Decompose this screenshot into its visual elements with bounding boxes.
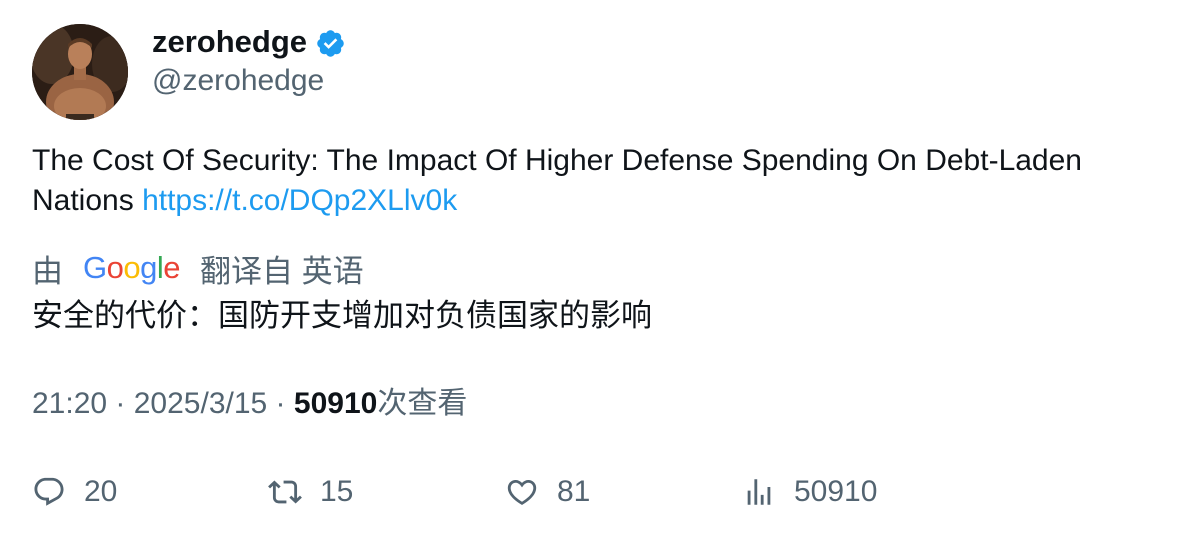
tweet-time[interactable]: 21:20 <box>32 387 108 420</box>
translation-source-label[interactable]: 翻译自 英语 <box>200 253 364 289</box>
reply-count: 20 <box>84 475 118 508</box>
tweet-meta: 21:20 · 2025/3/15 · 50910 次查看 <box>32 382 467 426</box>
tweet-body: The Cost Of Security: The Impact Of High… <box>32 144 1082 217</box>
views-label: 次查看 <box>377 387 468 420</box>
author-name-row[interactable]: zerohedge <box>152 22 346 62</box>
author-handle[interactable]: @zerohedge <box>152 64 325 97</box>
tweet-text: The Cost Of Security: The Impact Of High… <box>32 141 1172 221</box>
avatar-photo-icon <box>32 24 128 120</box>
analytics-icon <box>747 479 771 505</box>
like-count: 81 <box>557 475 591 508</box>
meta-separator: · <box>267 387 294 420</box>
tweet-link[interactable]: https://t.co/DQp2XLlv0k <box>142 184 458 217</box>
translated-text: 安全的代价：国防开支增加对负债国家的影响 <box>32 298 652 333</box>
views-action-count: 50910 <box>794 475 878 508</box>
meta-separator: · <box>107 387 134 420</box>
like-button[interactable]: 81 <box>505 470 590 514</box>
retweet-button[interactable]: 15 <box>268 470 353 514</box>
retweet-count: 15 <box>320 475 354 508</box>
views-button[interactable]: 50910 <box>742 470 877 514</box>
tweet-date[interactable]: 2025/3/15 <box>133 387 268 420</box>
reply-icon <box>34 477 64 506</box>
author-display-name[interactable]: zerohedge <box>152 24 308 59</box>
avatar[interactable] <box>32 24 128 120</box>
verified-badge-icon <box>315 28 346 59</box>
reply-button[interactable]: 20 <box>32 470 117 514</box>
translation-by-label: 由 <box>32 253 63 289</box>
retweet-icon <box>268 480 302 504</box>
heart-icon <box>507 479 537 505</box>
views-count: 50910 <box>293 387 378 420</box>
action-bar: 20 15 81 50910 <box>32 470 1162 514</box>
